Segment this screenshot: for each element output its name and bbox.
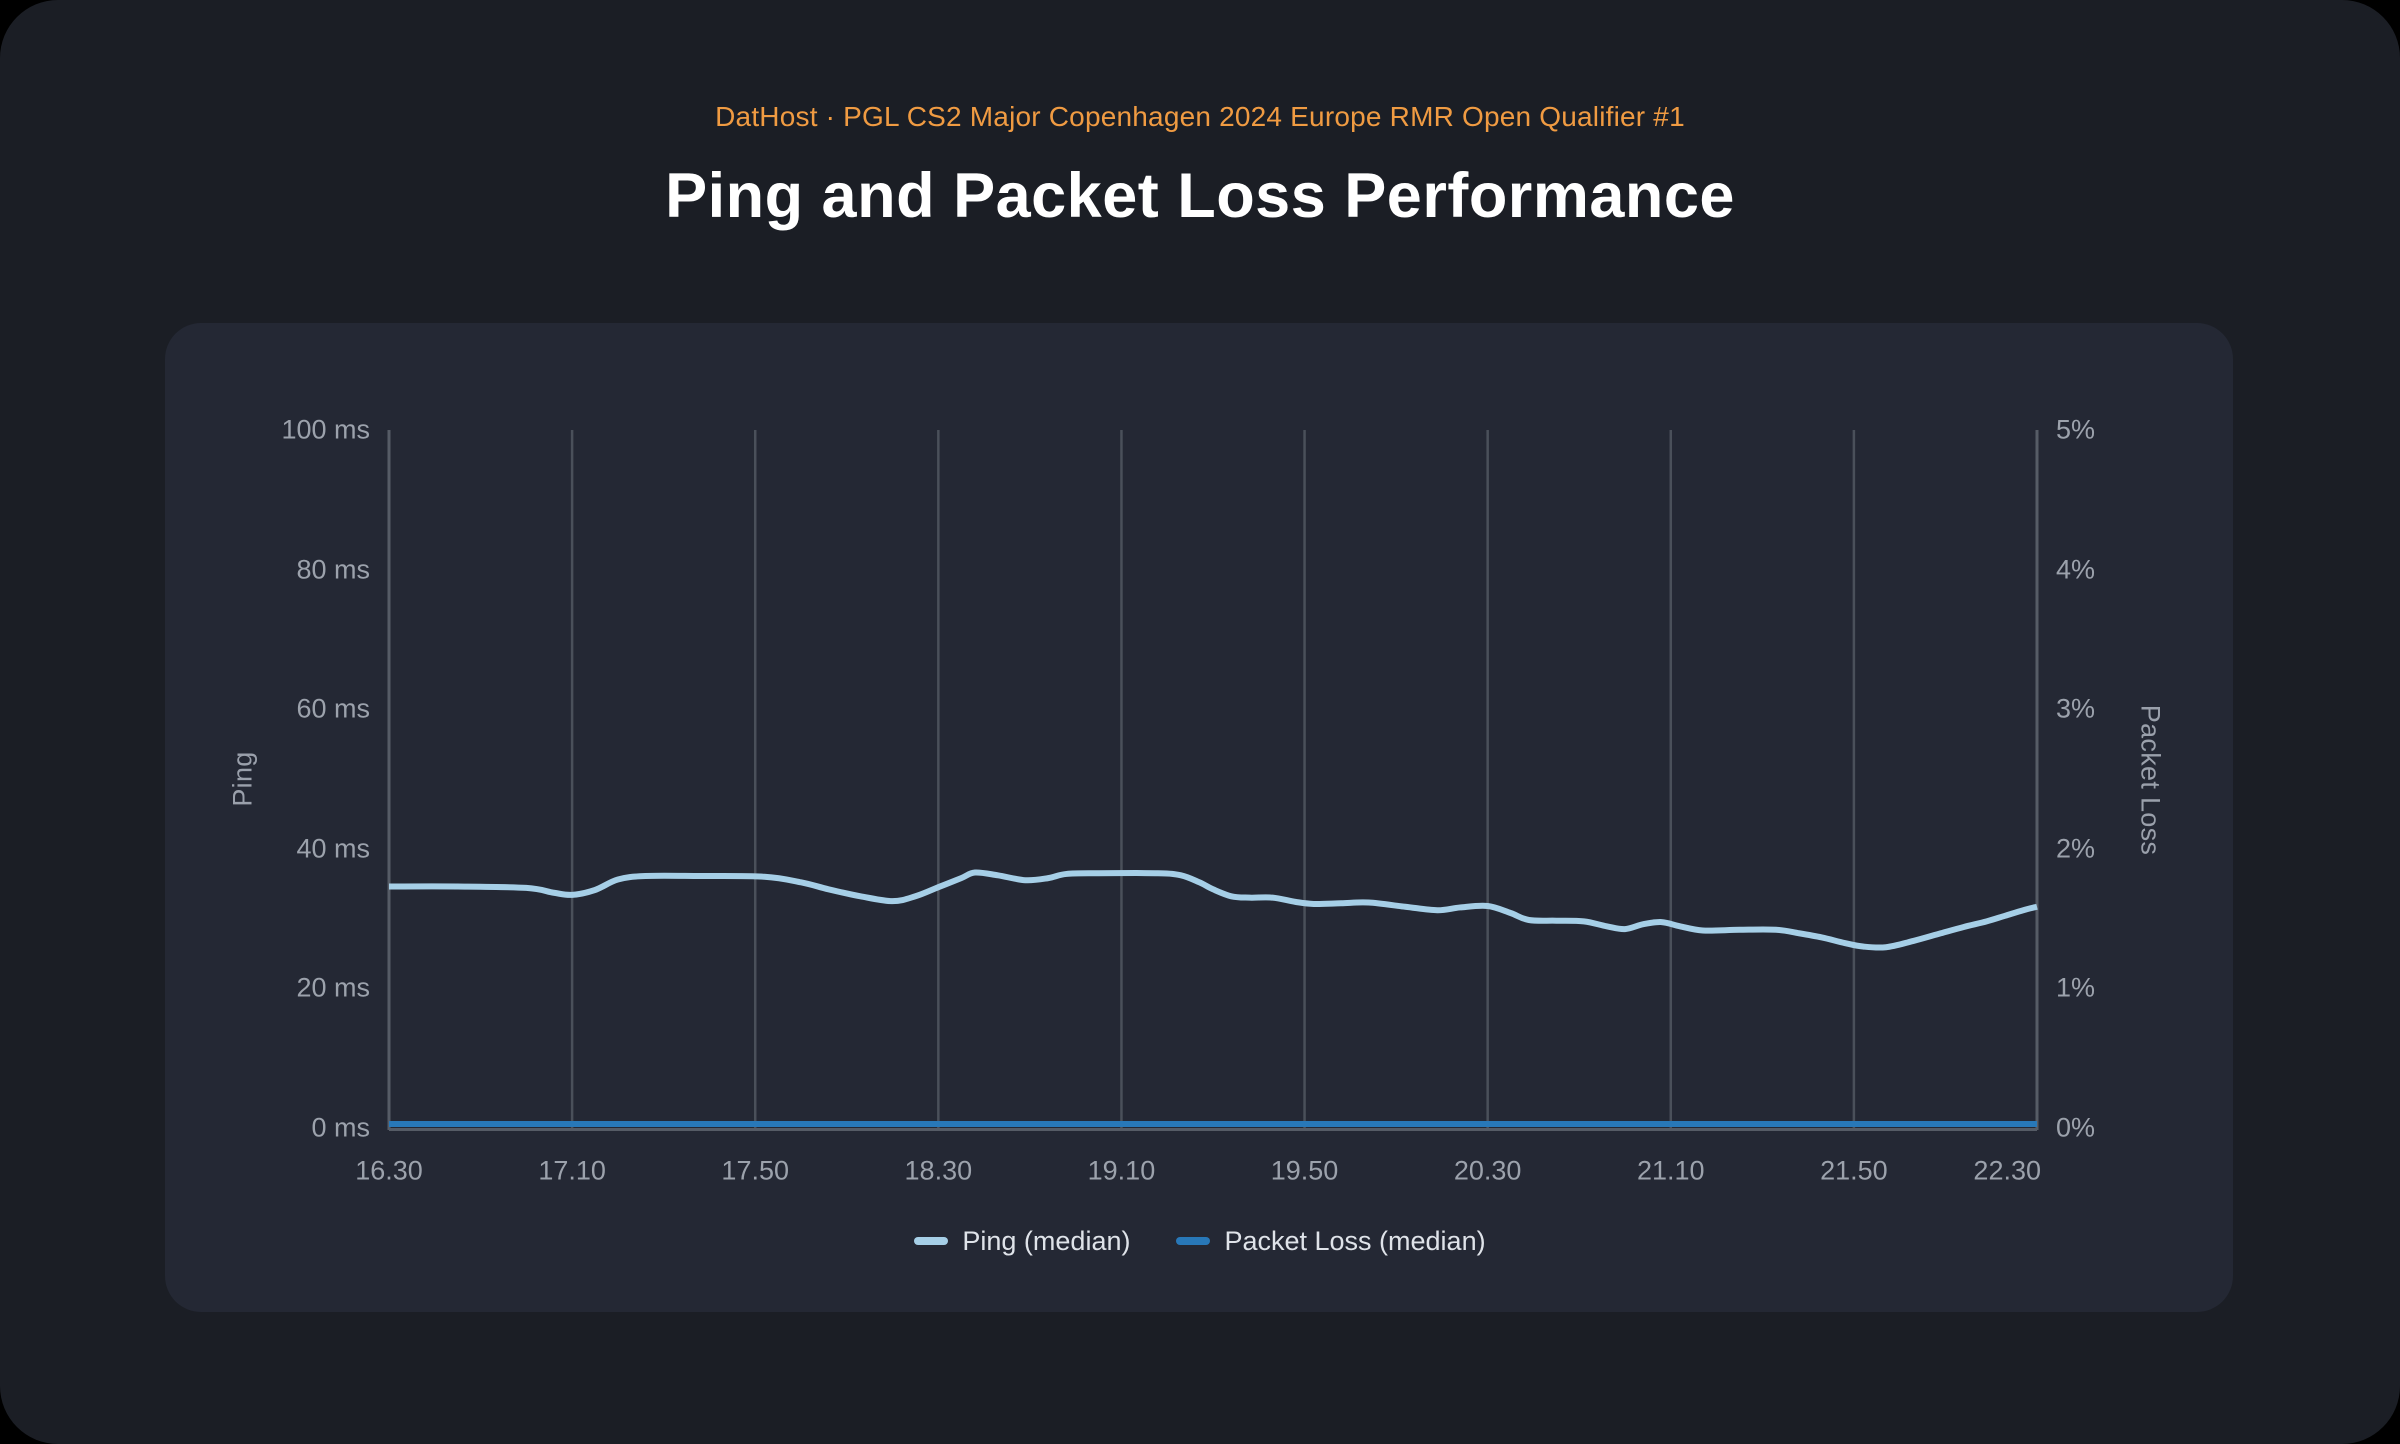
x-tick-label: 16.30	[355, 1155, 423, 1186]
legend-item-packet-loss[interactable]: Packet Loss (median)	[1176, 1225, 1486, 1256]
x-tick-label: 19.50	[1270, 1155, 1339, 1186]
x-tick-label: 18.30	[904, 1155, 973, 1186]
legend-label-packet-loss: Packet Loss (median)	[1224, 1225, 1486, 1256]
chart-subtitle: DatHost · PGL CS2 Major Copenhagen 2024 …	[715, 101, 1685, 132]
y-right-tick-label: 2%	[2056, 833, 2096, 864]
y-left-axis-title: Ping	[227, 751, 258, 807]
legend: Ping (median) Packet Loss (median)	[0, 1222, 2400, 1260]
y-right-tick-label: 1%	[2056, 972, 2096, 1003]
y-left-tick-label: 100 ms	[281, 414, 370, 445]
chart-card	[165, 323, 2233, 1312]
x-tick-label: 22.30	[1973, 1155, 2041, 1186]
y-left-tick-label: 60 ms	[296, 693, 370, 724]
legend-item-ping[interactable]: Ping (median)	[914, 1225, 1131, 1256]
y-right-tick-label: 0%	[2056, 1112, 2096, 1143]
packet-loss-series-swatch-icon	[1176, 1237, 1211, 1245]
chart-title: Ping and Packet Loss Performance	[665, 161, 1735, 231]
x-tick-label: 21.10	[1636, 1155, 1705, 1186]
x-tick-label: 19.10	[1087, 1155, 1156, 1186]
ping-series-swatch-icon	[914, 1237, 949, 1245]
y-left-tick-label: 80 ms	[296, 554, 370, 585]
y-left-tick-label: 20 ms	[296, 972, 370, 1003]
y-left-tick-label: 40 ms	[296, 833, 370, 864]
y-left-tick-label: 0 ms	[311, 1112, 370, 1143]
x-tick-label: 17.50	[721, 1155, 790, 1186]
y-right-axis-title: Packet Loss	[2135, 704, 2166, 856]
y-right-tick-label: 5%	[2056, 414, 2096, 445]
y-right-tick-label: 4%	[2056, 554, 2096, 585]
x-tick-label: 21.50	[1820, 1155, 1888, 1186]
ping-line	[388, 869, 2038, 951]
x-tick-label: 17.10	[538, 1155, 606, 1186]
x-tick-label: 20.30	[1453, 1155, 1522, 1186]
legend-label-ping: Ping (median)	[962, 1225, 1131, 1256]
y-right-tick-label: 3%	[2056, 693, 2096, 724]
